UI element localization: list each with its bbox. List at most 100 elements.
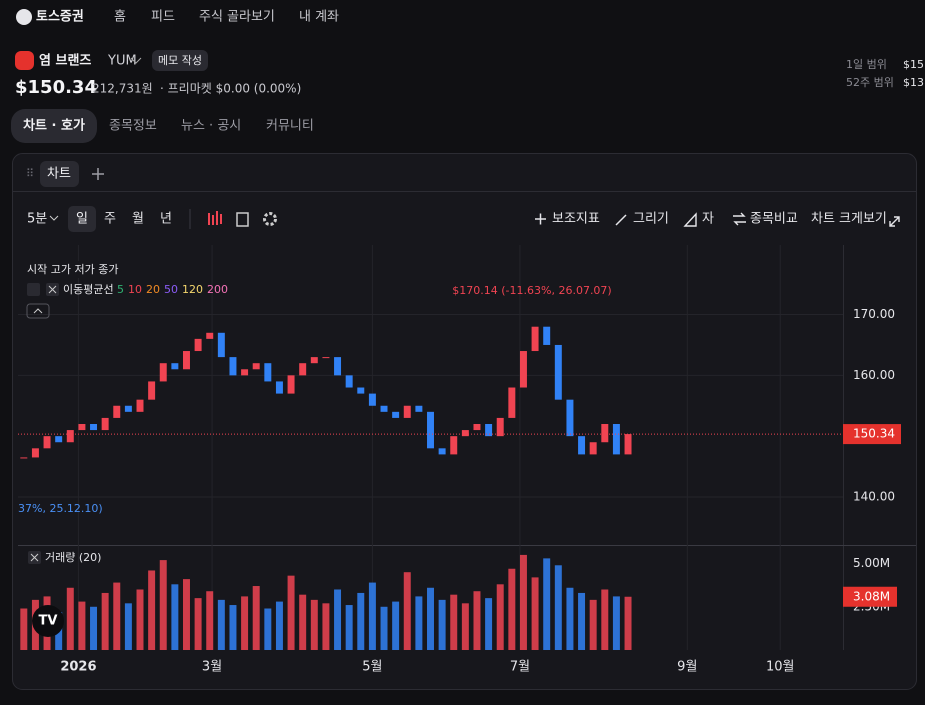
ma-label: 이동평균선 <box>63 283 114 296</box>
trash-icon[interactable] <box>236 212 249 227</box>
legend-bg <box>24 261 138 278</box>
candle <box>264 363 272 382</box>
logo[interactable]: 토스증권 <box>36 10 84 25</box>
volume-bar <box>612 596 620 650</box>
volume-bar <box>124 603 132 650</box>
candle <box>334 357 342 376</box>
volume-bar <box>624 596 632 650</box>
volume-bar <box>345 605 353 650</box>
volume-bar <box>78 601 86 650</box>
volume-bar <box>368 582 376 650</box>
y-tick-label: 160.00 <box>853 368 895 382</box>
volume-bar <box>461 603 469 650</box>
chart-panel <box>12 153 917 690</box>
candle <box>322 357 330 359</box>
stock-icon <box>15 51 34 70</box>
nav-item[interactable]: 피드 <box>151 10 175 25</box>
volume-bar <box>229 605 237 650</box>
last-price-label: 150.34 <box>853 427 895 441</box>
chart-type-icon[interactable] <box>208 211 222 225</box>
panel-tab-bg[interactable] <box>40 161 79 187</box>
volume-bar <box>322 603 330 650</box>
settings-icon[interactable] <box>263 212 277 226</box>
interval[interactable]: 년 <box>160 212 172 227</box>
candle <box>287 375 295 394</box>
compare-icon[interactable] <box>733 212 746 226</box>
candle <box>275 381 283 394</box>
candle <box>601 423 609 443</box>
draw-icon[interactable] <box>615 214 627 226</box>
volume-bar <box>496 584 504 650</box>
nav-item[interactable]: 홈 <box>114 10 126 25</box>
volume-bar <box>90 606 98 650</box>
candle <box>357 387 365 394</box>
candle <box>229 357 237 376</box>
nav-item[interactable]: 주식 골라보기 <box>199 10 275 25</box>
tab[interactable]: 뉴스 · 공시 <box>181 119 241 134</box>
candle <box>90 423 98 431</box>
collapse-button[interactable] <box>26 303 50 319</box>
tab[interactable]: 차트 · 호가 <box>23 118 85 134</box>
ma-period: 50 <box>164 283 178 296</box>
candle <box>578 436 586 455</box>
plot: 20263월5월7월9월10월170.00160.00140.005.00M2.… <box>18 245 901 675</box>
ruler-icon[interactable] <box>683 212 697 227</box>
x-tick-label: 5월 <box>362 660 382 675</box>
tool[interactable]: 보조지표 <box>552 212 600 227</box>
candle <box>496 417 504 437</box>
interval[interactable]: 5분 <box>27 212 47 227</box>
collapse-icon[interactable] <box>33 308 43 314</box>
tool[interactable]: 차트 크게보기 <box>811 212 887 227</box>
tab-active[interactable] <box>11 109 97 143</box>
stock-price-krw: 212,731원 <box>92 82 153 96</box>
candle <box>217 332 225 358</box>
nav-item[interactable]: 내 계좌 <box>299 10 339 25</box>
candle <box>345 375 353 388</box>
memo-button[interactable] <box>152 50 208 71</box>
drag-handle[interactable]: ⠿ <box>26 167 34 180</box>
interval[interactable]: 주 <box>104 212 116 227</box>
volume-bar <box>357 592 365 650</box>
stock-name: 염 브랜즈 <box>39 53 91 69</box>
interval[interactable]: 월 <box>132 212 144 227</box>
tool[interactable]: 종목비교 <box>750 212 798 227</box>
tradingview-mark[interactable]: TV <box>39 614 58 629</box>
tool[interactable]: 그리기 <box>633 212 669 227</box>
volume-bar <box>275 601 283 650</box>
expand-icon[interactable] <box>889 216 900 227</box>
tab[interactable]: 커뮤니티 <box>266 119 314 134</box>
volume-bar <box>601 589 609 650</box>
panel-tab[interactable]: 차트 <box>47 167 71 182</box>
candle <box>66 430 74 443</box>
close-icon[interactable] <box>48 285 57 294</box>
volume-bar <box>310 599 318 650</box>
volume-bar <box>519 554 527 650</box>
close-icon[interactable] <box>30 553 39 562</box>
tradingview-logo[interactable] <box>32 605 64 637</box>
volume-bar <box>20 608 28 650</box>
candle <box>78 423 86 431</box>
memo-label[interactable]: 메모 작성 <box>158 54 202 67</box>
interval[interactable]: 일 <box>76 212 88 227</box>
volume-bar <box>450 594 458 650</box>
add-tab-icon[interactable] <box>92 168 104 180</box>
visibility-toggle[interactable] <box>27 283 40 296</box>
interval-active[interactable] <box>68 206 96 232</box>
ma-period: 10 <box>128 283 142 296</box>
volume-bar <box>171 584 179 650</box>
candle <box>415 405 423 412</box>
range-label: 1일 범위 <box>846 57 887 71</box>
volume-bar <box>473 591 481 650</box>
candle <box>113 405 121 418</box>
indicator-icon[interactable] <box>535 213 546 225</box>
volume-bar <box>206 591 214 650</box>
tool[interactable]: 자 <box>702 212 714 227</box>
candle <box>148 381 156 400</box>
volume-bar <box>543 558 551 650</box>
range-value: $13 <box>903 76 924 89</box>
dropdown-icon[interactable] <box>49 215 59 221</box>
candle <box>485 423 493 437</box>
dropdown-icon[interactable] <box>130 57 142 64</box>
tab[interactable]: 종목정보 <box>109 119 157 134</box>
ma-period: 20 <box>146 283 160 296</box>
